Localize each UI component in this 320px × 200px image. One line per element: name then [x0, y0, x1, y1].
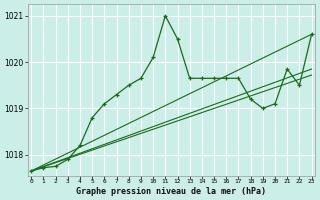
X-axis label: Graphe pression niveau de la mer (hPa): Graphe pression niveau de la mer (hPa) [76, 187, 267, 196]
